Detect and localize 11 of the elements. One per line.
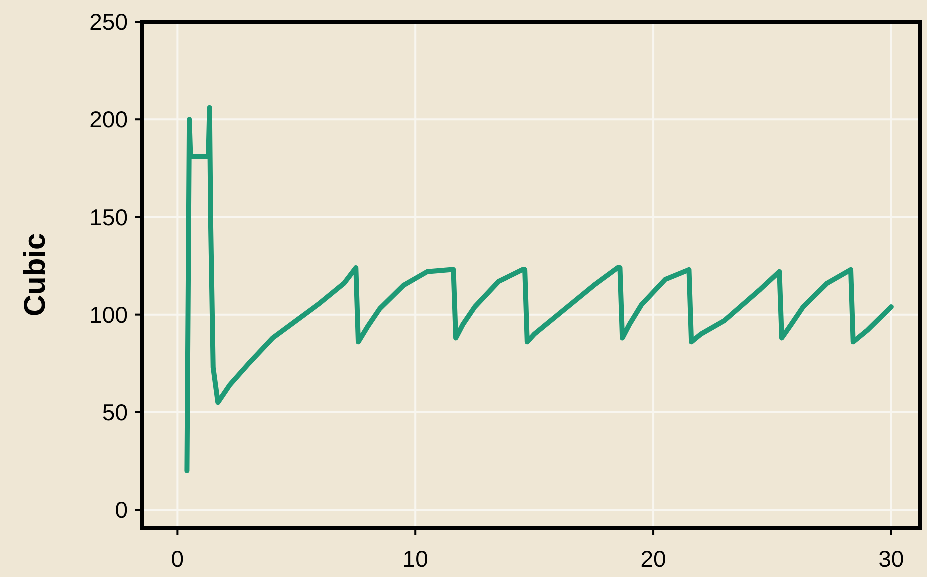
x-tick-label: 30 (878, 546, 904, 572)
x-tick-label: 0 (171, 546, 184, 572)
x-tick-label: 10 (402, 546, 428, 572)
y-tick-label: 150 (90, 204, 128, 230)
y-axis-title: Cubic (19, 233, 52, 317)
y-tick-label: 200 (90, 106, 128, 133)
y-tick-label: 50 (102, 399, 128, 426)
y-tick-label: 250 (90, 9, 128, 36)
y-tick-label: 100 (90, 302, 128, 328)
y-tick-label: 0 (115, 497, 128, 524)
x-tick-label: 20 (640, 546, 666, 572)
